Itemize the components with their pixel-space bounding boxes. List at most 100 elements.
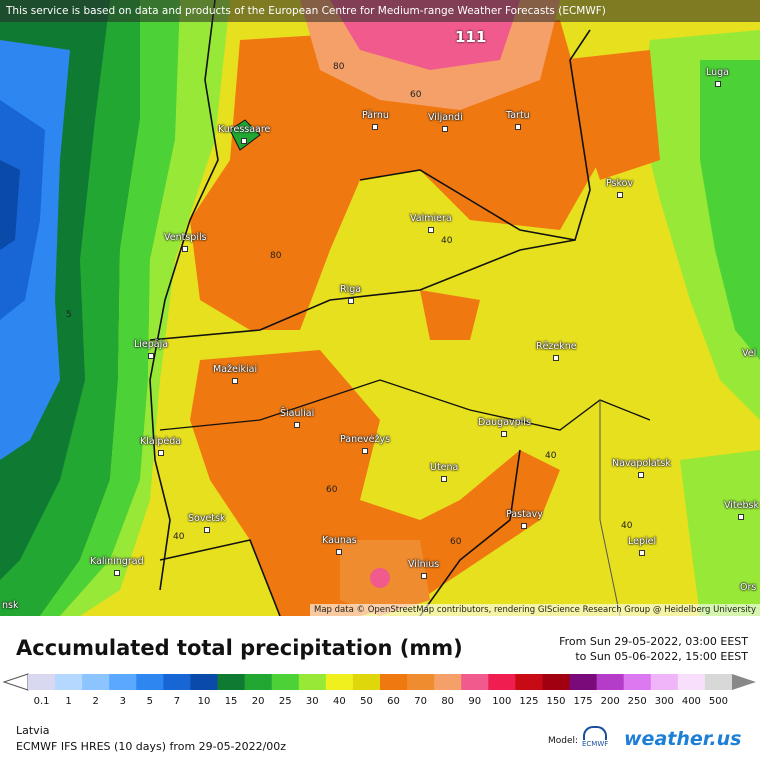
city-daugavpils: Daugavpils [478,417,531,437]
scale-tick-label: 0.1 [33,696,50,707]
scale-tick-label: 80 [441,696,455,707]
scale-swatch [542,674,571,690]
scale-tick-label: 175 [573,696,593,707]
scale-tick-label: 10 [197,696,211,707]
scale-swatch [325,674,354,690]
scale-swatch [55,674,83,690]
scale-swatch [190,674,219,690]
scale-swatch [488,674,516,690]
scale-tick-label: 1 [65,696,72,707]
scale-tick-label: 60 [387,696,400,707]
city-rezekne: Rēzekne [536,341,577,361]
city-ors: Ors [740,582,757,593]
scale-tick-label: 5 [146,696,154,707]
scale-tick-label: 20 [251,696,265,707]
scale-tick-label: 400 [681,696,701,707]
city-sovetsk: Sovetsk [188,513,226,533]
scale-tick-label: 25 [278,696,292,707]
scale-tick-label: 70 [414,696,427,707]
legend-panel: Accumulated total precipitation (mm) Fro… [0,616,760,760]
city-kaliningrad: Kaliningrad [90,556,144,576]
city-mazeikiai: Mažeikiai [213,364,257,384]
city-vilnius: Vilnius [408,559,439,579]
scale-tick-label: 40 [333,696,346,707]
scale-tick-label: 500 [708,696,728,707]
scale-tick-label: 125 [519,696,539,707]
ecmwf-logo: ECMWF [582,726,608,748]
scale-swatch [677,674,706,690]
scale-swatch [623,674,652,690]
scale-swatch [136,674,164,690]
scale-swatch [217,674,246,690]
scale-tick-label: 150 [546,696,566,707]
scale-swatch [596,674,625,690]
city-pskov: Pskov [606,178,633,198]
contour-label: 40 [441,236,453,246]
city-kaunas: Kaunas [322,535,357,555]
scale-tick-label: 30 [305,696,319,707]
scale-swatch [515,674,543,690]
scale-tick-label: 200 [600,696,620,707]
scale-swatch [650,674,679,690]
scale-swatch [461,674,489,690]
contour-label: 60 [450,537,462,547]
city-pastavy: Pastavy [506,509,543,529]
city-vitebsk: Vitebsk [724,500,759,520]
city-riga: Riga [340,284,361,304]
weather-us-logo[interactable]: weather.us [624,728,742,750]
scale-tick-label: 2 [92,696,99,707]
ecmwf-disclaimer: This service is based on data and produc… [0,0,760,22]
time-range: From Sun 29-05-2022, 03:00 EEST to Sun 0… [559,634,748,664]
city-navapolatsk: Navapolatsk [612,458,671,478]
city-panevezys: Panevėžys [340,434,390,454]
city-parnu: Pärnu [362,110,389,130]
city-kuressaare: Kuressaare [218,124,270,144]
model-run-label: ECMWF IFS HRES (10 days) from 29-05-2022… [16,740,287,753]
scale-swatch [298,674,327,690]
city-valmiera: Valmiera [410,213,452,233]
scale-swatch [407,674,435,690]
scale-swatch [352,674,381,690]
color-scale-ticks: 0.1 1 2 3 5 7 10 15 20 25 30 40 50 60 70 80 90 100 125 150 1… [0,696,760,710]
contour-label: 40 [621,521,633,531]
city-ventspils: Ventspils [164,232,207,252]
contour-label: 5 [66,310,72,320]
contour-label: 80 [333,62,345,72]
scale-tick-label: 3 [119,696,126,707]
scale-swatch [271,674,300,690]
time-range-from: From Sun 29-05-2022, 03:00 EEST [559,635,748,648]
city-viljandi: Viljandi [428,112,463,132]
city-tartu: Tartu [506,110,530,130]
scale-swatch [434,674,462,690]
city-luga: Luga [706,67,729,87]
contour-label: 40 [545,451,557,461]
max-value-label: 111 [455,28,487,46]
scale-swatch [244,674,273,690]
contour-label: 60 [326,485,338,495]
scale-tick-label: 250 [627,696,647,707]
region-label: Latvia [16,724,50,737]
city-vel: Vel [742,348,757,359]
scale-swatch [109,674,137,690]
scale-swatch [163,674,191,690]
scale-swatch [704,674,733,690]
scale-tick-label: 50 [360,696,373,707]
scale-tick-label: 300 [654,696,674,707]
scale-tick-label: 15 [224,696,238,707]
scale-tick-label: 100 [492,696,512,707]
time-range-to: to Sun 05-06-2022, 15:00 EEST [575,650,748,663]
city-klaipeda: Klaipėda [140,436,181,456]
contour-label: 40 [173,532,185,542]
city-utena: Utena [430,462,458,482]
scale-tick-label: 7 [173,696,181,707]
city-lepiel: Lepiel [628,536,656,556]
scale-swatch [82,674,110,690]
color-scale [2,673,756,691]
contour-label: 60 [410,90,422,100]
scale-swatch [569,674,598,690]
map-field [0,0,760,616]
city-nsk: nsk [2,600,19,611]
scale-swatch [28,674,56,690]
precipitation-map[interactable]: This service is based on data and produc… [0,0,760,616]
